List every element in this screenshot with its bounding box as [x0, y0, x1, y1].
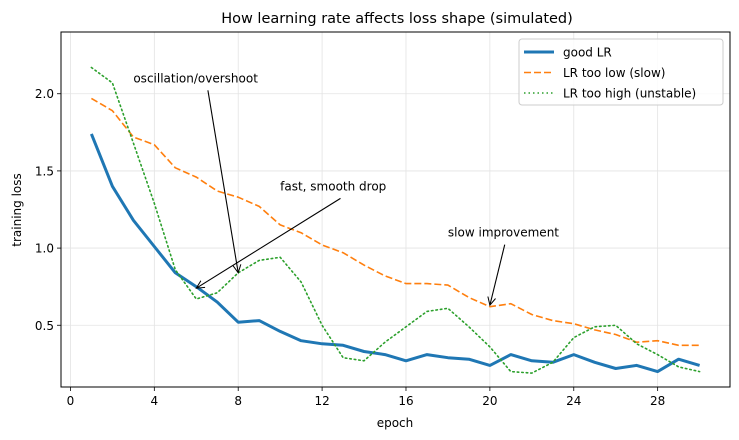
x-ticks: 0 4 8 12 16 20 24 28 — [67, 387, 665, 408]
x-tick-label: 8 — [234, 394, 242, 408]
legend: good LR LR too low (slow) LR too high (uns… — [518, 38, 724, 106]
y-tick-label: 1.5 — [35, 164, 54, 178]
x-tick-label: 4 — [151, 394, 159, 408]
annotation-text: fast, smooth drop — [280, 179, 386, 193]
y-ticks: 0.5 1.0 1.5 2.0 — [35, 87, 61, 333]
x-tick-label: 24 — [566, 394, 581, 408]
legend-label-lr-too-low-slow: LR too low (slow) — [563, 66, 665, 80]
series-line-lr-too-low-slow — [90, 97, 700, 347]
series-line-good-lr — [90, 133, 701, 374]
annotation-arrow — [207, 90, 238, 272]
legend-box — [518, 38, 724, 106]
y-tick-label: 1.0 — [35, 242, 54, 256]
x-axis-label: epoch — [377, 416, 414, 430]
annotation-text: oscillation/overshoot — [133, 71, 258, 85]
legend-label-good-lr: good LR — [563, 46, 612, 60]
annotation-arrow — [490, 244, 506, 306]
series-group — [90, 66, 701, 374]
series-line-lr-too-high-unstable — [90, 66, 701, 374]
y-axis-label: training loss — [10, 173, 24, 246]
chart-title: How learning rate affects loss shape (si… — [221, 11, 573, 27]
x-tick-label: 20 — [482, 394, 497, 408]
x-tick-label: 12 — [314, 394, 329, 408]
annotation-text: slow improvement — [448, 226, 559, 240]
x-tick-label: 16 — [398, 394, 413, 408]
x-tick-label: 28 — [650, 394, 665, 408]
x-tick-label: 0 — [67, 394, 75, 408]
y-tick-label: 2.0 — [35, 87, 54, 101]
axes-frame — [60, 31, 731, 388]
y-tick-label: 0.5 — [35, 319, 54, 333]
legend-label-lr-too-high-unstable: LR too high (unstable) — [563, 87, 696, 101]
annotation-arrow — [196, 197, 341, 288]
annotations: oscillation/overshoot fast, smooth drop sl… — [133, 71, 559, 305]
